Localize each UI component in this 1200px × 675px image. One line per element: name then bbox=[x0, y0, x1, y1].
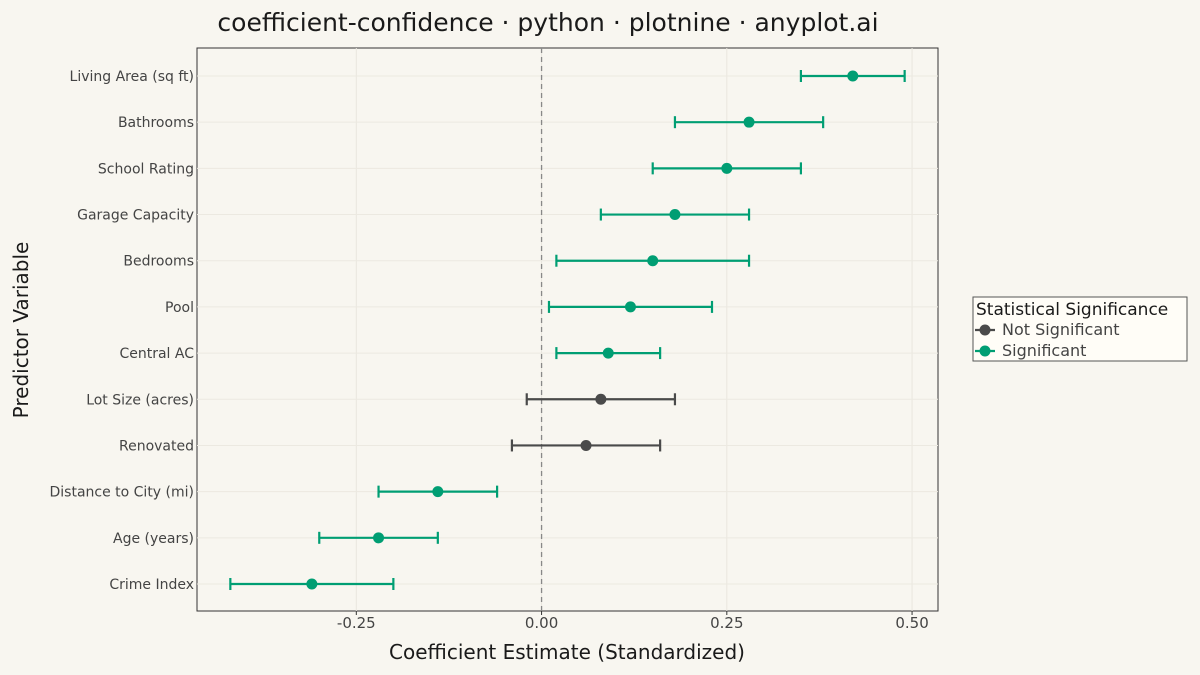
y-axis-title: Predictor Variable bbox=[9, 242, 33, 419]
legend-label: Significant bbox=[1002, 341, 1086, 360]
y-tick-label: Bathrooms bbox=[118, 115, 194, 131]
y-tick-label: Age (years) bbox=[113, 531, 194, 547]
estimate-point bbox=[669, 209, 681, 221]
y-tick-label: Bedrooms bbox=[123, 254, 194, 270]
y-tick-label: Central AC bbox=[119, 346, 194, 362]
estimate-point bbox=[721, 162, 733, 174]
x-tick-label: 0.00 bbox=[525, 614, 558, 632]
legend-label: Not Significant bbox=[1002, 320, 1120, 339]
estimate-points bbox=[306, 70, 859, 590]
legend-title: Statistical Significance bbox=[976, 300, 1168, 320]
x-tick-label: -0.25 bbox=[337, 614, 376, 632]
y-tick-label: Lot Size (acres) bbox=[86, 392, 194, 408]
x-axis-title: Coefficient Estimate (Standardized) bbox=[389, 640, 745, 664]
estimate-point bbox=[624, 301, 636, 313]
y-tick-label: Distance to City (mi) bbox=[49, 485, 194, 501]
estimate-point bbox=[847, 70, 859, 82]
x-tick-label: 0.50 bbox=[895, 614, 928, 632]
plot-panel bbox=[196, 47, 939, 612]
x-tick-label: 0.25 bbox=[710, 614, 743, 632]
estimate-point bbox=[647, 255, 659, 267]
legend-box bbox=[972, 296, 1188, 362]
estimate-point bbox=[306, 578, 318, 590]
legend-point-swatch bbox=[979, 324, 991, 336]
chart-title: coefficient-confidence · python · plotni… bbox=[217, 8, 878, 37]
y-tick-label: Renovated bbox=[119, 438, 194, 454]
legend-entry: Significant bbox=[975, 341, 1086, 360]
estimate-point bbox=[432, 486, 444, 498]
y-tick-label: Pool bbox=[165, 300, 194, 316]
estimate-point bbox=[373, 532, 385, 544]
legend-entries: Not Significant Significant bbox=[975, 320, 1120, 360]
legend-entry: Not Significant bbox=[975, 320, 1120, 339]
estimate-point bbox=[580, 439, 592, 451]
y-tick-label: Crime Index bbox=[109, 577, 194, 593]
legend-point-swatch bbox=[979, 345, 991, 357]
estimate-point bbox=[743, 116, 755, 128]
legend: Statistical Significance Not Significant… bbox=[972, 296, 1188, 362]
estimate-point bbox=[595, 393, 607, 405]
y-tick-label: Garage Capacity bbox=[77, 208, 194, 224]
y-tick-label: School Rating bbox=[98, 161, 194, 177]
estimate-point bbox=[602, 347, 614, 359]
y-tick-label: Living Area (sq ft) bbox=[70, 69, 194, 85]
y-tick-labels: Living Area (sq ft) Bathrooms School Ratin… bbox=[49, 69, 194, 593]
x-tick-labels: -0.25 0.00 0.25 0.50 bbox=[337, 611, 929, 632]
